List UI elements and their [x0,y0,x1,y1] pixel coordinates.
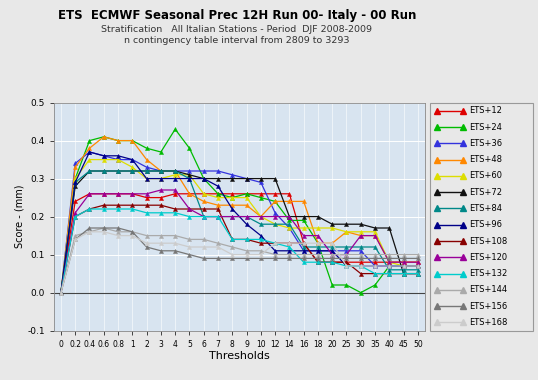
Text: ETS+120: ETS+120 [469,253,507,262]
Text: ETS+156: ETS+156 [469,302,507,311]
Text: ETS+96: ETS+96 [469,220,502,229]
Text: ETS+84: ETS+84 [469,204,502,213]
Text: ETS+168: ETS+168 [469,318,508,327]
Text: ETS+108: ETS+108 [469,236,507,245]
X-axis label: Thresholds: Thresholds [209,352,270,361]
Text: ETS+24: ETS+24 [469,122,502,131]
Text: ETS  ECMWF Seasonal Prec 12H Run 00- Italy - 00 Run: ETS ECMWF Seasonal Prec 12H Run 00- Ital… [58,10,416,22]
Text: ETS+48: ETS+48 [469,155,502,164]
Text: Stratification   All Italian Stations - Period  DJF 2008-2009: Stratification All Italian Stations - Pe… [101,25,372,34]
Text: ETS+36: ETS+36 [469,139,502,148]
Text: ETS+144: ETS+144 [469,285,507,294]
Y-axis label: Score - (mm): Score - (mm) [15,185,24,249]
Text: ETS+72: ETS+72 [469,188,502,197]
Text: n contingency table interval from 2809 to 3293: n contingency table interval from 2809 t… [124,36,350,45]
Text: ETS+132: ETS+132 [469,269,507,278]
Text: ETS+12: ETS+12 [469,106,502,115]
Text: ETS+60: ETS+60 [469,171,502,180]
